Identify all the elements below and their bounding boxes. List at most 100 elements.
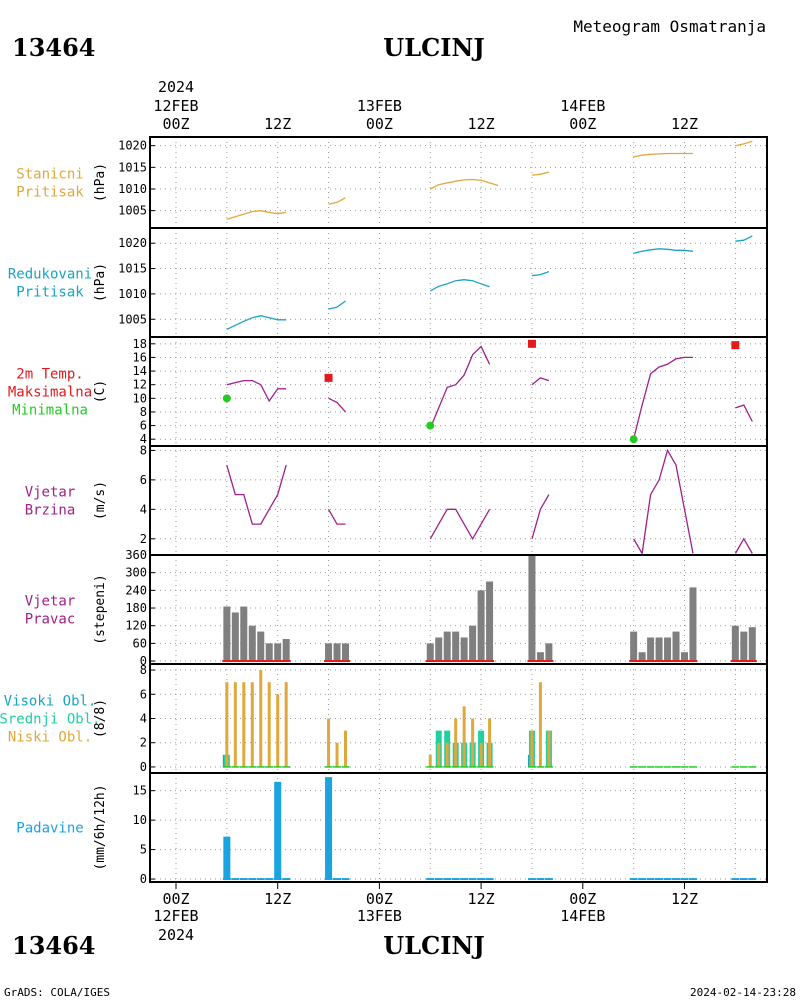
y-tick-label: 10	[133, 391, 147, 405]
wind-direction-bar	[333, 643, 341, 662]
footer-credit: GrADS: COLA/IGES	[4, 986, 110, 999]
min-temp-marker	[629, 435, 638, 444]
station-id-top: 13464	[12, 33, 96, 62]
top-hour-label: 12Z	[264, 115, 291, 133]
series-line	[633, 152, 693, 158]
series-line	[328, 300, 346, 310]
wind-direction-bar	[748, 627, 756, 662]
panel-side-label: Pritisak	[16, 285, 84, 301]
top-time-axis: 00Z 12Z 00Z 12Z 00Z 12Z 12FEB 13FEB 14FEB	[153, 97, 698, 133]
panel-side-label: Pritisak	[16, 185, 84, 201]
y-tick-label: 16	[133, 350, 147, 364]
bottom-year-label: 2024	[158, 926, 194, 944]
y-tick-label: 6	[140, 687, 147, 701]
low-cloud-bar	[488, 718, 492, 767]
panel-side-label: Brzina	[25, 503, 76, 519]
wind-direction-bar	[223, 606, 231, 662]
top-hour-label: 12Z	[671, 115, 698, 133]
low-cloud-bar	[462, 706, 466, 767]
panel-side-label: Vjetar	[25, 485, 76, 501]
precip-bar	[223, 836, 231, 880]
wind-direction-bar	[655, 637, 663, 662]
bottom-date-label: 13FEB	[357, 907, 402, 925]
wind-direction-bar	[240, 606, 248, 662]
top-date-label: 13FEB	[357, 97, 402, 115]
y-axis-label: (stepeni)	[93, 574, 108, 644]
panel-reduced_pressure: 1005 1010 1015 1020 (hPa)Redukovani Pritisak	[8, 227, 768, 338]
chart-subtitle: Meteogram Osmatranja	[573, 17, 766, 36]
y-tick-label: 1005	[118, 312, 147, 326]
y-tick-label: 8	[140, 663, 147, 677]
series-line	[632, 356, 693, 440]
wind-direction-bar	[325, 643, 333, 662]
wind-direction-bar	[689, 587, 697, 662]
wind-direction-bar	[545, 643, 553, 662]
y-tick-label: 18	[133, 337, 147, 351]
panel-side-label: Srednji Obl.	[0, 712, 101, 728]
y-tick-label: 1005	[118, 204, 147, 218]
y-tick-label: 120	[125, 619, 147, 633]
panel-side-label: Visoki Obl.	[4, 694, 97, 710]
series-line	[531, 377, 550, 386]
series-line	[430, 178, 499, 190]
wind-direction-bar	[265, 643, 273, 662]
series-line	[531, 270, 550, 277]
low-cloud-bar	[454, 718, 458, 767]
low-cloud-bar	[547, 730, 551, 767]
panel-side-label: Padavine	[16, 821, 83, 837]
low-cloud-bar	[242, 682, 246, 767]
y-tick-label: 2	[140, 736, 147, 750]
y-tick-label: 0	[140, 760, 147, 774]
y-tick-label: 1020	[118, 139, 147, 153]
y-tick-label: 1010	[118, 182, 147, 196]
top-date-label: 12FEB	[153, 97, 198, 115]
y-axis-label: (mm/6h/12h)	[93, 784, 108, 870]
series-line	[531, 171, 550, 176]
wind-direction-bar	[630, 631, 638, 662]
low-cloud-bar	[538, 682, 542, 767]
wind-direction-bar	[274, 643, 282, 662]
panel-side-label: Minimalna	[12, 403, 88, 419]
bottom-hour-label: 00Z	[366, 890, 393, 908]
y-tick-label: 4	[140, 712, 147, 726]
y-tick-label: 15	[133, 784, 147, 798]
top-hour-label: 00Z	[569, 115, 596, 133]
precip-bar	[274, 781, 282, 880]
top-year-label: 2024	[158, 78, 194, 96]
max-temp-marker	[731, 341, 740, 350]
bottom-date-label: 12FEB	[153, 907, 198, 925]
y-tick-label: 12	[133, 378, 147, 392]
y-axis-label: (8/8)	[93, 699, 108, 738]
panel-side-label: Maksimalna	[8, 385, 92, 401]
wind-direction-bar	[681, 652, 688, 662]
y-tick-label: 1015	[118, 160, 147, 174]
y-axis-label: (C)	[93, 380, 108, 403]
y-tick-label: 360	[125, 548, 147, 562]
panel-wind_direction: 0 60 120 180 240 300 360 (stepeni) Vjetar Pravac	[25, 548, 768, 668]
wind-direction-bar	[528, 555, 536, 662]
series-line	[327, 508, 346, 525]
series-line	[734, 537, 753, 554]
y-tick-label: 6	[140, 419, 147, 433]
wind-direction-bar	[435, 637, 443, 662]
y-tick-label: 0	[140, 872, 147, 886]
low-cloud-bar	[259, 670, 263, 767]
wind-direction-bar	[486, 581, 494, 662]
min-temp-marker	[426, 421, 435, 430]
panel-precipitation: 0 5 10 15 (mm/6h/12h) Padavine	[16, 772, 768, 886]
station-name-top: ULCINJ	[383, 33, 484, 62]
station-name-bottom: ULCINJ	[383, 931, 484, 960]
y-tick-label: 300	[125, 566, 147, 580]
bottom-hour-label: 00Z	[569, 890, 596, 908]
y-axis-label: (m/s)	[93, 481, 108, 520]
panel-side-label: Redukovani	[8, 267, 92, 283]
wind-direction-bar	[664, 637, 672, 662]
y-axis-label: (hPa)	[93, 263, 108, 302]
low-cloud-bar	[437, 742, 441, 767]
y-tick-label: 60	[133, 636, 147, 650]
panel-wind_speed: 2 4 6 8 (m/s) Vjetar Brzina	[25, 443, 768, 556]
series-line	[226, 210, 287, 220]
top-hour-label: 00Z	[366, 115, 393, 133]
panel-station_pressure: 1005 1010 1015 1020 (hPa) Stanicni Pritisak	[16, 136, 768, 229]
